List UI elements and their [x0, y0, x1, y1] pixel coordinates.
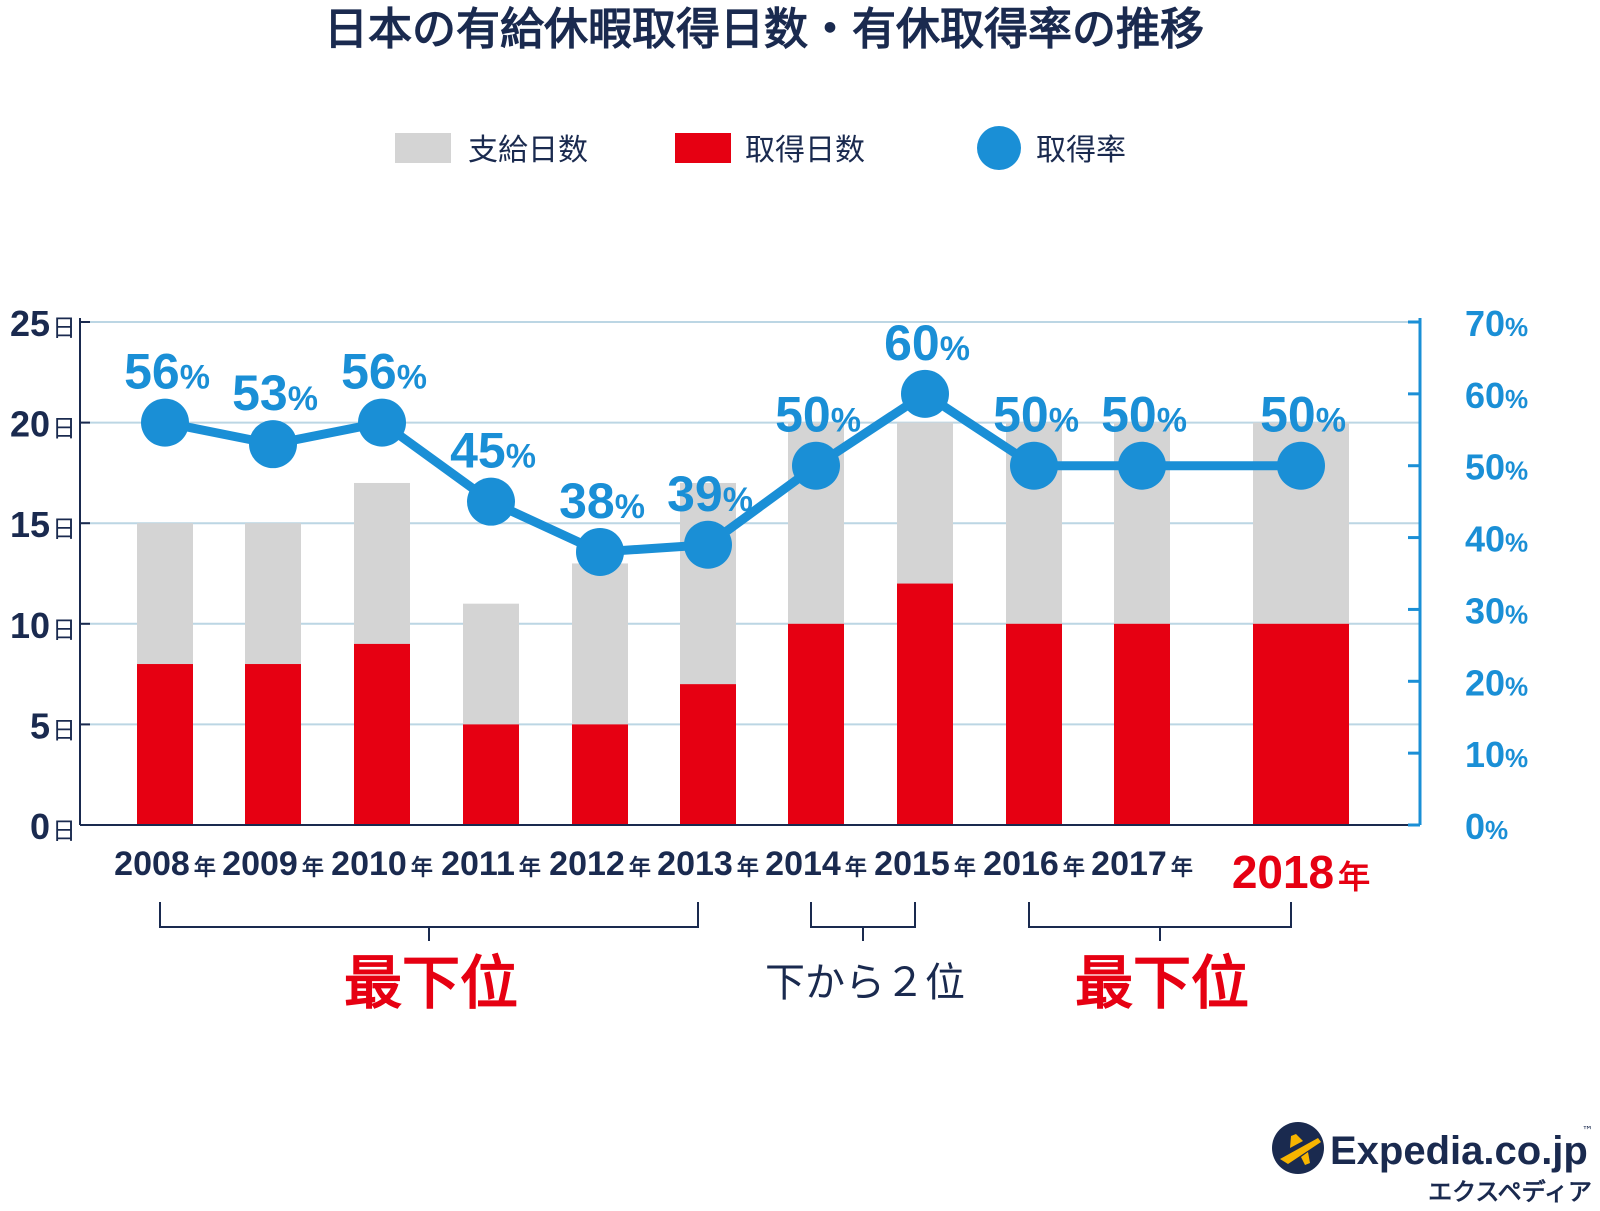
left-tick-unit: 日 — [52, 716, 76, 744]
rate-label: 50% — [1101, 387, 1187, 443]
legend-label-taken: 取得日数 — [745, 133, 865, 168]
rate-label: 38% — [559, 473, 645, 529]
rank-label: 下から２位 — [765, 960, 965, 1006]
rate-point — [684, 520, 732, 569]
right-tick-label: 20% — [1465, 662, 1528, 703]
right-tick-label: 70% — [1465, 303, 1528, 344]
left-tick-unit: 日 — [52, 817, 76, 845]
x-tick-label: 2016 年 — [983, 845, 1085, 883]
rate-point — [792, 441, 840, 490]
rate-point — [249, 420, 297, 469]
left-tick-unit: 日 — [52, 616, 76, 644]
gridlines — [80, 321, 1420, 726]
rate-point — [576, 527, 624, 576]
plane-icon — [1272, 1122, 1324, 1174]
rate-label: 56% — [341, 344, 427, 400]
bar-taken — [137, 664, 193, 825]
bar-taken — [897, 583, 953, 825]
x-tick-label: 2014 年 — [765, 845, 867, 883]
bar-taken — [1114, 623, 1170, 825]
rate-point — [1118, 441, 1166, 490]
rate-label: 60% — [884, 315, 970, 371]
rate-label: 50% — [993, 387, 1079, 443]
legend-marker-rate — [977, 126, 1021, 170]
bar-taken — [1253, 623, 1349, 825]
rate-line — [141, 369, 1325, 576]
right-tick-label: 40% — [1465, 519, 1528, 560]
rank-annotations: 最下位 下から２位 最下位 — [159, 902, 1292, 1017]
x-axis-labels: 2008 年 2009 年 2010 年 2011 年 2012 年 2013 年 2014 年 2015 年… — [114, 845, 1370, 898]
x-tick-label: 2010 年 — [331, 845, 433, 883]
expedia-logo: Expedia.co.jp ™ エクスペディア — [1272, 1122, 1593, 1206]
left-tick-label: 0 — [30, 806, 50, 847]
rate-point — [467, 477, 515, 526]
rate-label: 45% — [450, 423, 536, 479]
x-tick-label: 2011 年 — [441, 845, 541, 883]
left-tick-label: 20 — [10, 404, 50, 445]
rate-point — [358, 398, 406, 447]
bracket — [810, 902, 916, 941]
rate-point — [1277, 441, 1325, 490]
rate-label: 50% — [1260, 387, 1346, 443]
plane-icon-shape — [1280, 1134, 1321, 1165]
legend-swatch-supplied — [395, 133, 451, 163]
rate-label: 39% — [667, 466, 753, 522]
bracket — [1028, 902, 1292, 941]
bar-taken — [680, 684, 736, 825]
rank-label: 最下位 — [1075, 949, 1249, 1017]
legend: 支給日数 取得日数 取得率 — [395, 126, 1126, 170]
left-tick-label: 25 — [10, 303, 50, 344]
x-tick-label: 2013 年 — [657, 845, 759, 883]
x-tick-label: 2018 年 — [1232, 846, 1370, 898]
bracket — [159, 902, 699, 941]
bar-taken — [354, 643, 410, 825]
left-tick-label: 15 — [10, 504, 50, 545]
rate-point — [141, 398, 189, 447]
bar-taken — [1006, 623, 1062, 825]
chart-title: 日本の有給休暇取得日数・有休取得率の推移 — [324, 4, 1204, 55]
rank-label: 最下位 — [344, 949, 518, 1017]
right-tick-label: 60% — [1465, 375, 1528, 416]
left-tick-label: 10 — [10, 605, 50, 646]
legend-swatch-taken — [675, 133, 731, 163]
rate-point — [1010, 441, 1058, 490]
legend-label-rate: 取得率 — [1036, 133, 1126, 168]
rate-labels: 56% 53% 56% 45% 38% 39% 50% 60% 50% 50% 50% — [124, 315, 1346, 529]
left-tick-unit: 日 — [52, 415, 76, 443]
rate-label: 50% — [775, 387, 861, 443]
right-tick-label: 30% — [1465, 590, 1528, 631]
right-tick-label: 0% — [1465, 806, 1508, 847]
x-tick-label: 2008 年 — [114, 845, 216, 883]
left-tick-unit: 日 — [52, 314, 76, 342]
x-tick-label: 2017 年 — [1091, 845, 1193, 883]
axes: 0 日5 日10 日15 日20 日25 日0%10%20%30%40%50%60%70% — [10, 303, 1528, 847]
legend-label-supplied: 支給日数 — [468, 133, 588, 168]
bar-taken — [245, 664, 301, 825]
brand-tm: ™ — [1582, 1124, 1593, 1137]
right-tick-label: 10% — [1465, 734, 1528, 775]
rate-point — [901, 369, 949, 418]
left-tick-unit: 日 — [52, 515, 76, 543]
x-tick-label: 2012 年 — [549, 845, 651, 883]
x-tick-label: 2015 年 — [874, 845, 976, 883]
bar-taken — [572, 724, 628, 825]
rate-label: 53% — [232, 365, 318, 421]
brand-kana: エクスペディア — [1428, 1178, 1592, 1206]
x-tick-label: 2009 年 — [222, 845, 324, 883]
right-tick-label: 50% — [1465, 447, 1528, 488]
bar-taken — [788, 623, 844, 825]
brand-name: Expedia.co.jp — [1330, 1129, 1588, 1173]
rate-label: 56% — [124, 344, 210, 400]
left-tick-label: 5 — [30, 705, 50, 746]
bar-taken — [463, 724, 519, 825]
